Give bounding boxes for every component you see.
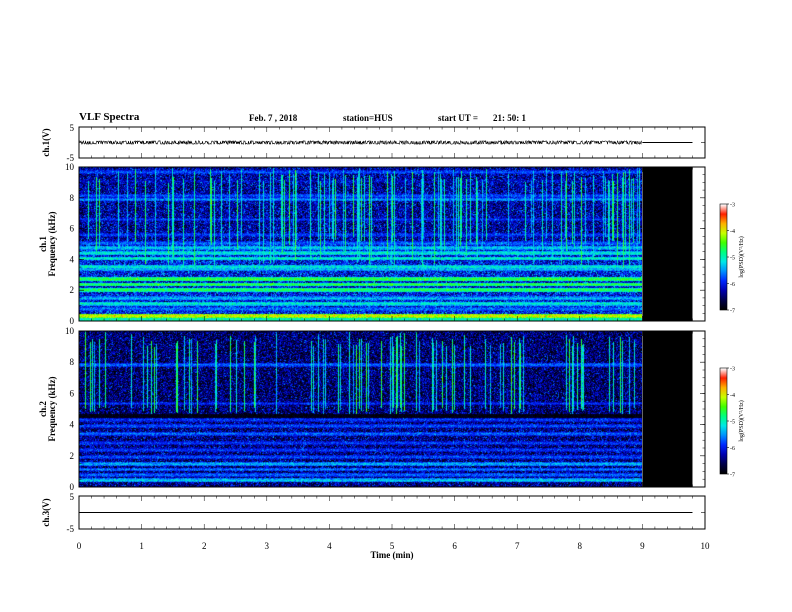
y-tick-label: 2 — [70, 285, 75, 295]
start-time-prefix: start UT = — [438, 113, 478, 123]
y-tick-label: 2 — [70, 451, 75, 461]
colorbar-tick-label: -5 — [730, 256, 735, 262]
y-axis-label: ch.2 — [38, 401, 48, 417]
y-axis-label: Frequency (kHz) — [47, 376, 57, 441]
y-axis-label: Frequency (kHz) — [47, 211, 57, 276]
x-tick-label: 5 — [390, 541, 395, 551]
colorbar-tick-label: -3 — [730, 203, 735, 209]
x-tick-label: 7 — [515, 541, 520, 551]
y-tick-label: 0 — [70, 482, 75, 492]
date-label: Feb. 7 , 2018 — [249, 113, 298, 123]
colorbar-ch1 — [720, 204, 727, 310]
colorbar-tick-label: -4 — [730, 229, 735, 235]
colorbar-tick-label: -7 — [730, 473, 735, 479]
colorbar-label: log(PSD)(V²/Hz) — [738, 400, 745, 441]
x-tick-label: 9 — [640, 541, 645, 551]
y-tick-label: 5 — [70, 492, 75, 502]
y-tick-label: 6 — [70, 224, 75, 234]
y-tick-label: 8 — [70, 193, 75, 203]
x-tick-label: 2 — [202, 541, 207, 551]
y-axis-label: ch.1 — [38, 236, 48, 252]
y-tick-label: 8 — [70, 357, 75, 367]
y-axis-label: ch.1(V) — [41, 128, 51, 156]
x-tick-label: 0 — [77, 541, 82, 551]
x-tick-label: 6 — [452, 541, 457, 551]
y-tick-label: -5 — [67, 524, 75, 534]
x-tick-label: 3 — [265, 541, 270, 551]
colorbar-tick-label: -6 — [730, 446, 735, 452]
spectrogram-image-ch2 — [79, 331, 642, 487]
y-tick-label: 0 — [70, 316, 75, 326]
colorbar-tick-label: -6 — [730, 282, 735, 288]
colorbar-label: log(PSD)(V²/Hz) — [738, 236, 745, 277]
x-tick-label: 8 — [578, 541, 583, 551]
y-tick-label: 4 — [70, 420, 75, 430]
x-tick-label: 10 — [701, 541, 711, 551]
colorbar-tick-label: -3 — [730, 367, 735, 373]
y-tick-label: 10 — [65, 162, 75, 172]
waveform-trace-ch1 — [78, 139, 642, 146]
y-tick-label: 4 — [70, 254, 75, 264]
x-axis-label: Time (min) — [370, 550, 413, 560]
y-tick-label: -5 — [67, 153, 75, 163]
colorbar-tick-label: -4 — [730, 393, 735, 399]
station-label: station=HUS — [343, 113, 393, 123]
colorbar-tick-label: -5 — [730, 420, 735, 426]
x-tick-label: 4 — [327, 541, 332, 551]
colorbar-tick-label: -7 — [730, 309, 735, 315]
colorbar-ch2 — [720, 368, 727, 474]
start-time-value: 21: 50: 1 — [493, 113, 526, 123]
no-data-region — [642, 331, 693, 487]
y-tick-label: 10 — [65, 326, 75, 336]
figure-title: VLF Spectra — [79, 111, 140, 123]
spectrogram-image-ch1 — [79, 167, 642, 321]
x-tick-label: 1 — [139, 541, 144, 551]
no-data-region — [642, 167, 693, 321]
y-tick-label: 6 — [70, 388, 75, 398]
y-axis-label: ch.3(V) — [41, 498, 51, 526]
y-tick-label: 5 — [70, 123, 75, 133]
